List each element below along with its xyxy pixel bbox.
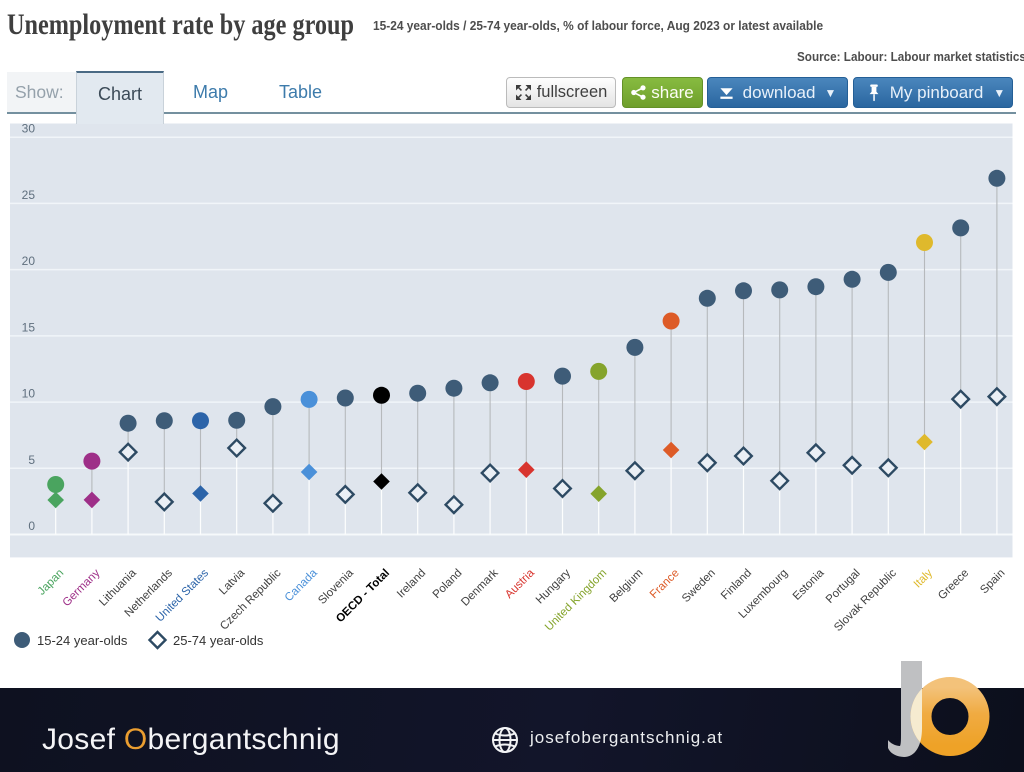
svg-text:Sweden: Sweden bbox=[680, 567, 718, 605]
svg-text:Spain: Spain bbox=[978, 567, 1007, 596]
svg-text:Ireland: Ireland bbox=[395, 567, 428, 600]
svg-text:Finland: Finland bbox=[719, 567, 754, 602]
svg-text:10: 10 bbox=[22, 387, 36, 401]
svg-text:Greece: Greece bbox=[936, 567, 971, 602]
svg-text:5: 5 bbox=[28, 453, 35, 467]
svg-text:0: 0 bbox=[28, 519, 35, 533]
svg-text:15-24 year-olds: 15-24 year-olds bbox=[37, 633, 128, 648]
svg-text:Denmark: Denmark bbox=[459, 567, 501, 609]
svg-text:Austria: Austria bbox=[503, 567, 537, 601]
svg-text:25-74 year-olds: 25-74 year-olds bbox=[173, 633, 264, 648]
svg-text:15: 15 bbox=[22, 320, 36, 334]
svg-text:20: 20 bbox=[22, 254, 36, 268]
svg-text:Germany: Germany bbox=[61, 567, 103, 609]
svg-text:Estonia: Estonia bbox=[791, 567, 827, 603]
svg-text:25: 25 bbox=[22, 188, 36, 202]
svg-text:Belgium: Belgium bbox=[608, 567, 646, 605]
svg-text:Canada: Canada bbox=[283, 567, 320, 604]
svg-text:France: France bbox=[648, 567, 682, 601]
svg-text:Italy: Italy bbox=[912, 567, 936, 591]
svg-text:Slovak Republic: Slovak Republic bbox=[832, 567, 899, 634]
svg-text:30: 30 bbox=[22, 122, 36, 136]
svg-text:Japan: Japan bbox=[36, 567, 67, 598]
svg-text:Poland: Poland bbox=[431, 567, 465, 601]
svg-text:United Kingdom: United Kingdom bbox=[543, 567, 609, 633]
svg-text:Latvia: Latvia bbox=[217, 567, 248, 598]
